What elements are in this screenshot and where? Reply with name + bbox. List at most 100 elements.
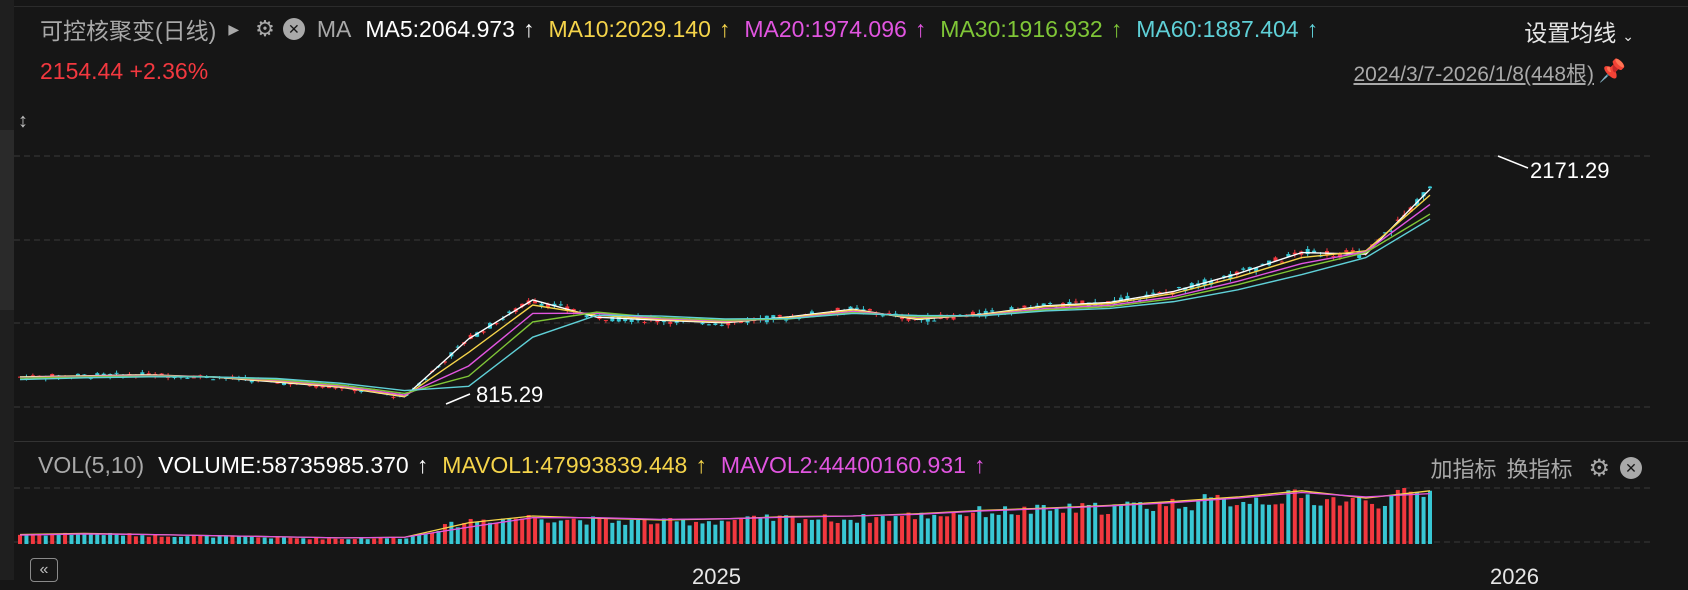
high-arrow [1497, 155, 1529, 169]
candle-body [990, 310, 995, 312]
date-range-link[interactable]: 2024/3/7-2026/1/8(448根) [1353, 63, 1594, 86]
low-arrow [445, 393, 471, 405]
volume-bar [455, 527, 460, 544]
volume-bar [217, 535, 222, 544]
candle-body [475, 332, 480, 337]
volume-bar [822, 514, 827, 544]
volume-bar [1234, 505, 1239, 544]
volume-bar [1061, 512, 1066, 544]
volume-bar [256, 537, 261, 544]
candle-body [539, 303, 544, 306]
volume-bar [1395, 489, 1400, 544]
volume-bar [101, 535, 106, 544]
chart-title[interactable]: 可控核聚变(日线) [40, 18, 217, 44]
volume-bar [204, 535, 209, 544]
candle-body [1151, 292, 1156, 294]
close-icon[interactable]: ✕ [282, 18, 305, 40]
volume-bar [1260, 504, 1265, 544]
volume-bar [591, 516, 596, 544]
volume-bar [571, 518, 576, 544]
volume-bar [224, 536, 229, 544]
ma-legend-value: MA20:1974.096 [744, 15, 907, 42]
volume-bar [1144, 508, 1149, 544]
volume-bar [1048, 510, 1053, 544]
ma-legend-value: MA5:2064.973 [365, 15, 515, 42]
switch-indicator-button[interactable]: 换指标 [1506, 457, 1573, 482]
volume-bar [488, 522, 492, 544]
volume-bar [198, 535, 203, 544]
close-icon[interactable]: ✕ [1620, 457, 1642, 479]
volume-bar [378, 537, 383, 544]
volume-bar [835, 522, 840, 544]
volume-bar [436, 531, 441, 544]
volume-bar [230, 535, 235, 544]
gear-icon[interactable]: ⚙ [255, 16, 275, 41]
volume-bar [1022, 506, 1027, 544]
volume-bar [1279, 503, 1284, 544]
candle-body [1286, 254, 1291, 257]
vol-legend-value: MAVOL2:44400160.931 [720, 452, 966, 478]
volume-bar [739, 518, 744, 544]
volume-bar [1344, 501, 1349, 544]
volume-bar [809, 519, 814, 544]
expand-caret-icon[interactable]: ▶ [228, 20, 240, 37]
volume-bar [1350, 497, 1355, 544]
volume-bar [1363, 500, 1368, 544]
volume-bar [1202, 494, 1207, 544]
candle-body [642, 321, 647, 323]
volume-bar [745, 516, 750, 544]
chevron-down-icon: ⌄ [1622, 28, 1634, 44]
volume-bar [191, 535, 196, 544]
volume-bar [636, 519, 641, 544]
volume-bar [610, 522, 615, 544]
candle-body [320, 386, 325, 388]
volume-bar [874, 517, 879, 544]
ma-settings-button[interactable]: 设置均线 ⌄ [1524, 14, 1634, 48]
volume-bar [520, 518, 525, 544]
candle-body [880, 315, 885, 317]
volume-bar [462, 522, 467, 544]
candle-body [1428, 186, 1432, 189]
rewind-icon[interactable]: « [30, 558, 58, 582]
add-indicator-button[interactable]: 加指标 [1430, 457, 1497, 482]
gear-icon[interactable]: ⚙ [1588, 454, 1610, 482]
volume-bar [533, 518, 538, 544]
year-label-2026: 2026 [1490, 564, 1539, 589]
volume-bar [629, 519, 634, 544]
ma-line-1 [19, 194, 1431, 398]
volume-bar [706, 521, 711, 544]
volume-bar [732, 520, 737, 544]
candle-body [1421, 192, 1426, 197]
candle-body [1209, 281, 1214, 285]
volume-bar [790, 515, 795, 544]
volume-bar [584, 524, 589, 544]
volume-bar [1093, 502, 1098, 544]
volume-bar [1138, 502, 1143, 544]
volume-bar [719, 520, 724, 544]
volume-bar [1157, 503, 1162, 544]
vol-legend-value: VOLUME:58735985.370 [158, 452, 409, 478]
left-sidebar-highlight[interactable] [0, 130, 14, 310]
pin-icon[interactable]: 📌 [1598, 58, 1626, 83]
candle-body [623, 317, 628, 322]
up-arrow-icon: ↑ [695, 452, 707, 478]
volume-bar [1324, 499, 1329, 544]
volume-indicator-name[interactable]: VOL(5,10) [38, 452, 145, 478]
candle-body [333, 387, 338, 389]
vol-legend-item: VOLUME:58735985.370 ↑ [158, 452, 428, 478]
resize-icon[interactable]: ↕ [18, 110, 28, 132]
candle-body [359, 390, 364, 392]
candle-body [391, 396, 396, 398]
candle-body [520, 303, 525, 307]
candle-body [1221, 275, 1226, 277]
up-arrow-icon: ↑ [416, 452, 429, 478]
candle-body [1118, 297, 1123, 301]
ma-legend-item: MA60:1887.404 ↑ [1136, 16, 1318, 42]
candle-body [784, 319, 789, 321]
candle-body [1305, 248, 1310, 255]
candle-body [185, 377, 190, 379]
candle-body [82, 374, 87, 376]
volume-bar [1189, 510, 1194, 544]
volume-bar [597, 517, 602, 544]
